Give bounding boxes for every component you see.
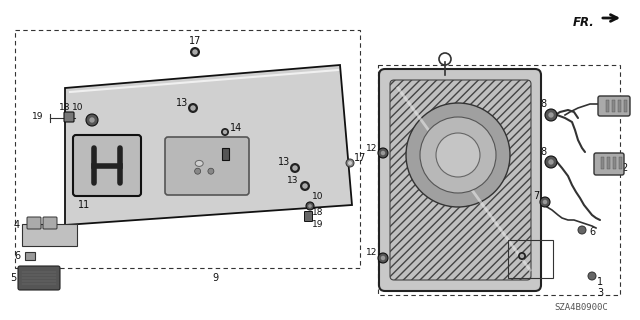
Bar bbox=[607, 157, 610, 169]
Text: 17: 17 bbox=[189, 36, 201, 46]
FancyBboxPatch shape bbox=[598, 96, 630, 116]
Text: 10: 10 bbox=[72, 102, 84, 111]
Circle shape bbox=[195, 168, 201, 174]
Bar bbox=[612, 100, 615, 112]
Circle shape bbox=[290, 163, 300, 173]
FancyBboxPatch shape bbox=[27, 217, 41, 229]
Circle shape bbox=[378, 253, 388, 263]
Bar bbox=[508, 240, 553, 278]
Circle shape bbox=[308, 204, 312, 208]
Text: 5: 5 bbox=[10, 273, 16, 283]
Text: 18: 18 bbox=[60, 102, 71, 111]
FancyBboxPatch shape bbox=[73, 135, 141, 196]
Circle shape bbox=[86, 114, 98, 126]
Text: 9: 9 bbox=[212, 273, 218, 283]
Text: 15: 15 bbox=[518, 266, 530, 275]
Circle shape bbox=[520, 254, 524, 258]
Circle shape bbox=[190, 47, 200, 57]
FancyBboxPatch shape bbox=[64, 112, 74, 122]
Circle shape bbox=[545, 156, 557, 168]
Circle shape bbox=[543, 200, 547, 204]
Circle shape bbox=[223, 130, 227, 134]
FancyBboxPatch shape bbox=[43, 217, 57, 229]
Text: 19: 19 bbox=[312, 220, 324, 228]
Bar bbox=[601, 157, 604, 169]
FancyBboxPatch shape bbox=[379, 69, 541, 291]
Circle shape bbox=[192, 49, 198, 55]
Text: 17: 17 bbox=[354, 153, 366, 163]
Text: 11: 11 bbox=[78, 200, 90, 210]
Circle shape bbox=[548, 112, 554, 118]
Text: 12: 12 bbox=[366, 247, 378, 257]
Text: FR.: FR. bbox=[573, 15, 595, 28]
Circle shape bbox=[436, 133, 480, 177]
Circle shape bbox=[588, 272, 596, 280]
Text: 7: 7 bbox=[533, 191, 539, 201]
Polygon shape bbox=[65, 65, 352, 225]
Text: 8: 8 bbox=[540, 147, 546, 157]
Bar bbox=[613, 157, 616, 169]
Bar bbox=[22, 224, 77, 246]
Text: 8: 8 bbox=[540, 99, 546, 109]
FancyBboxPatch shape bbox=[222, 148, 229, 160]
Text: 18: 18 bbox=[312, 207, 324, 217]
Ellipse shape bbox=[195, 160, 204, 166]
Text: 6: 6 bbox=[14, 251, 20, 261]
Circle shape bbox=[348, 161, 352, 165]
Text: 13: 13 bbox=[287, 175, 299, 185]
Circle shape bbox=[381, 256, 385, 260]
FancyBboxPatch shape bbox=[18, 266, 60, 290]
Circle shape bbox=[578, 226, 586, 234]
FancyBboxPatch shape bbox=[594, 153, 624, 175]
Circle shape bbox=[90, 117, 95, 123]
Circle shape bbox=[420, 117, 496, 193]
Bar bbox=[619, 157, 622, 169]
Circle shape bbox=[540, 197, 550, 207]
Bar bbox=[25, 252, 35, 260]
Text: 13: 13 bbox=[176, 98, 188, 108]
Circle shape bbox=[221, 128, 229, 136]
Bar bbox=[618, 100, 621, 112]
Text: 2: 2 bbox=[621, 163, 627, 173]
Text: SZA4B0900C: SZA4B0900C bbox=[554, 303, 608, 313]
Circle shape bbox=[292, 165, 298, 171]
Text: 12: 12 bbox=[366, 143, 378, 153]
Circle shape bbox=[346, 159, 354, 167]
Text: 4: 4 bbox=[14, 220, 20, 230]
Text: 13: 13 bbox=[278, 157, 290, 167]
Circle shape bbox=[381, 151, 385, 155]
Circle shape bbox=[548, 159, 554, 165]
FancyBboxPatch shape bbox=[165, 137, 249, 195]
Circle shape bbox=[190, 105, 196, 111]
Circle shape bbox=[378, 148, 388, 158]
Text: 3: 3 bbox=[597, 288, 603, 298]
Bar bbox=[624, 100, 627, 112]
Text: 16: 16 bbox=[230, 147, 242, 157]
Circle shape bbox=[208, 168, 214, 174]
Circle shape bbox=[518, 252, 526, 260]
Text: 1: 1 bbox=[597, 277, 603, 287]
FancyBboxPatch shape bbox=[390, 80, 531, 280]
Circle shape bbox=[406, 103, 510, 207]
Circle shape bbox=[306, 202, 314, 210]
Bar bbox=[606, 100, 609, 112]
Circle shape bbox=[300, 181, 310, 191]
Text: 19: 19 bbox=[32, 111, 44, 121]
Text: 6: 6 bbox=[589, 227, 595, 237]
FancyBboxPatch shape bbox=[305, 212, 312, 221]
Bar bbox=[378, 65, 620, 295]
Circle shape bbox=[302, 183, 308, 189]
Text: 10: 10 bbox=[312, 191, 324, 201]
Circle shape bbox=[545, 109, 557, 121]
Circle shape bbox=[188, 103, 198, 113]
Bar bbox=[15, 30, 360, 268]
Text: 14: 14 bbox=[230, 123, 242, 133]
